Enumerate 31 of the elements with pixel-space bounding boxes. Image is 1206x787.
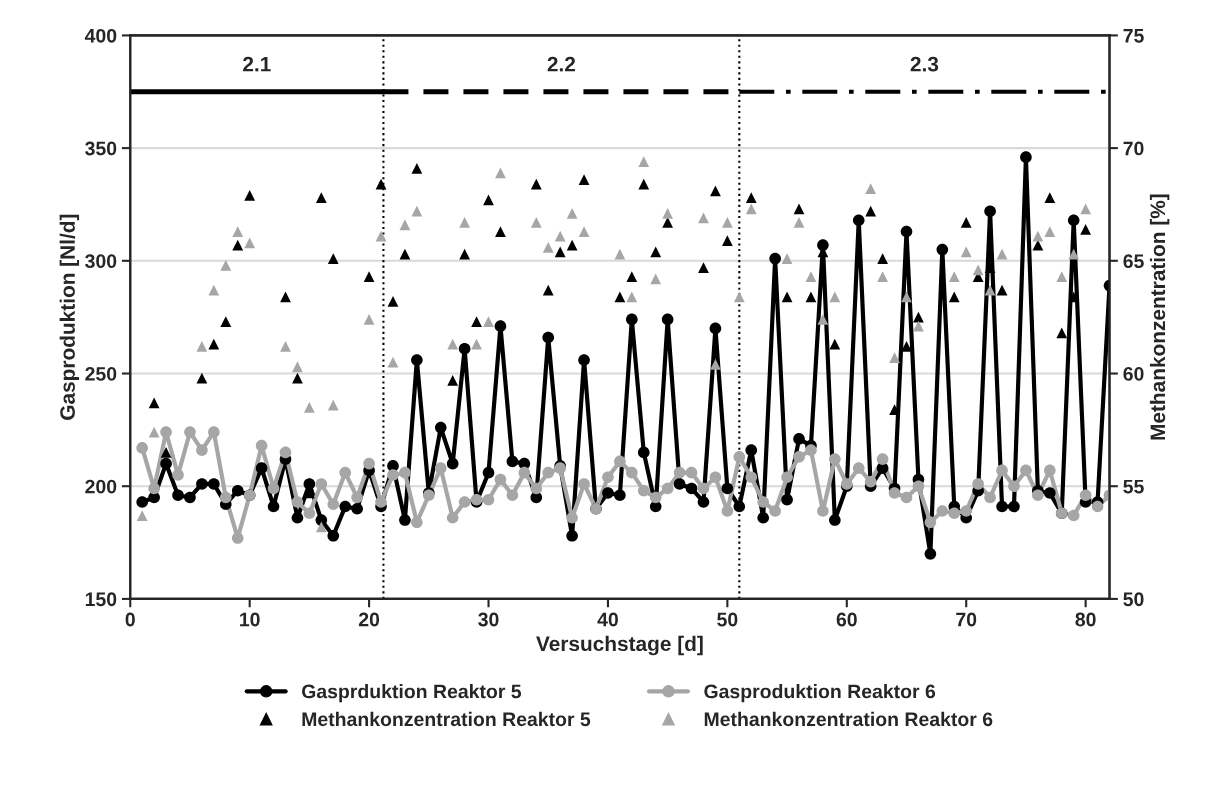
y2-tick-label: 50 bbox=[1123, 592, 1144, 607]
legend-label: Gasproduktion Reaktor 6 bbox=[704, 684, 936, 703]
y-axis-title: Gasproduktion [Nl/d] bbox=[59, 214, 80, 420]
x-tick-label: 20 bbox=[358, 612, 380, 627]
legend-label: Methankonzentration Reaktor 6 bbox=[704, 711, 993, 727]
y-tick-label: 150 bbox=[85, 592, 117, 607]
annotation: 2.2 bbox=[547, 56, 576, 72]
y-tick-label: 300 bbox=[85, 254, 117, 269]
y-tick-label: 400 bbox=[84, 28, 117, 43]
x-tick-label: 50 bbox=[717, 612, 738, 627]
y-tick-label: 250 bbox=[85, 366, 117, 381]
y2-tick-label: 55 bbox=[1123, 479, 1144, 494]
y2-tick-label: 75 bbox=[1123, 29, 1144, 43]
x-tick-label: 60 bbox=[836, 612, 857, 627]
y2-tick-label: 65 bbox=[1123, 254, 1144, 269]
y2-tick-label: 70 bbox=[1123, 141, 1144, 156]
x-tick-label: 10 bbox=[240, 612, 260, 627]
x-tick-label: 30 bbox=[478, 612, 499, 627]
y2-axis-title: Methankonzentration [%] bbox=[1149, 194, 1170, 440]
x-tick-label: 0 bbox=[125, 612, 135, 627]
x-tick-label: 70 bbox=[956, 612, 977, 627]
x-tick-label: 40 bbox=[597, 612, 618, 627]
legend-label: Methankonzentration Reaktor 5 bbox=[302, 711, 591, 727]
x-tick-label: 80 bbox=[1075, 612, 1096, 627]
annotation: 2.3 bbox=[910, 56, 939, 72]
y2-tick-label: 60 bbox=[1123, 366, 1144, 381]
annotation: 2.1 bbox=[243, 56, 271, 72]
y-tick-label: 350 bbox=[85, 141, 117, 156]
legend-label: Gasprduktion Reaktor 5 bbox=[301, 684, 522, 703]
y-tick-label: 200 bbox=[85, 479, 117, 494]
x-axis-title: Versuchstage [d] bbox=[536, 635, 703, 656]
